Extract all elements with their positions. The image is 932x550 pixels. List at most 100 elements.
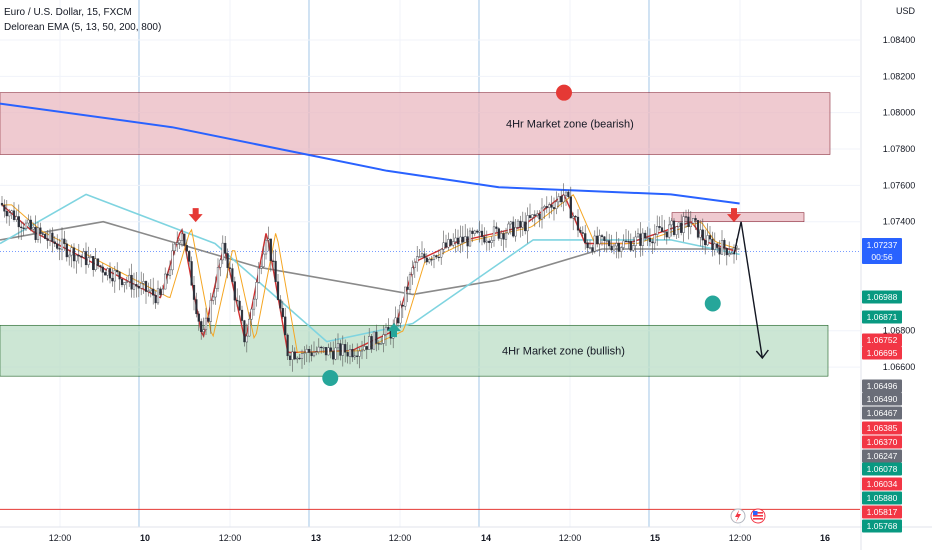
candle-body	[363, 346, 366, 351]
candle-body	[15, 216, 18, 220]
candle-body	[644, 232, 647, 239]
candle-body	[99, 265, 102, 268]
candle-body	[60, 238, 64, 250]
candle-body	[116, 270, 119, 273]
candle-body	[658, 226, 661, 228]
candle-body	[699, 229, 702, 238]
price-badge	[862, 333, 902, 347]
candle-body	[44, 233, 47, 239]
candle-body	[332, 351, 335, 360]
candle-body	[87, 257, 90, 266]
candle-body	[632, 245, 635, 251]
candle-body	[545, 206, 548, 208]
candle-body	[677, 222, 680, 227]
candle-body	[152, 288, 155, 296]
price-badge	[862, 505, 902, 519]
candle-body	[334, 347, 337, 360]
candle-body	[701, 229, 704, 241]
candle-body	[656, 226, 659, 235]
candle-body	[684, 216, 688, 218]
candle-body	[689, 222, 692, 228]
candle-body	[264, 239, 268, 255]
candle-body	[293, 351, 296, 360]
candle-body	[365, 346, 368, 350]
candle-body	[723, 240, 726, 249]
candle-body	[192, 285, 196, 300]
candle-body	[142, 281, 145, 284]
candle-body	[432, 255, 436, 260]
price-badge	[862, 449, 902, 463]
candle-body	[622, 240, 625, 248]
candle-body	[204, 317, 208, 330]
us-flag-icon[interactable]	[750, 508, 766, 524]
candle-body	[466, 236, 469, 247]
candle-body	[24, 222, 28, 230]
candle-body	[509, 221, 512, 225]
candle-body	[687, 216, 690, 228]
candle-body	[248, 318, 251, 337]
candle-body	[327, 347, 330, 356]
candle-body	[706, 235, 709, 246]
candle-body	[17, 216, 20, 228]
candle-body	[615, 243, 618, 247]
candle-body	[92, 256, 95, 271]
candle-body	[137, 286, 140, 289]
x-tick-label: 12:00	[559, 533, 582, 543]
candle-body	[440, 249, 443, 258]
candle-body	[711, 238, 714, 250]
zones: 4Hr Market zone (bearish) 4Hr Market zone…	[0, 92, 831, 377]
candle-body	[123, 282, 126, 286]
candle-body	[32, 226, 35, 230]
candle-body	[252, 298, 256, 310]
candle-body	[80, 255, 83, 258]
candle-body	[488, 240, 491, 243]
candle-body	[202, 329, 205, 332]
candle-body	[58, 248, 61, 250]
y-tick-label: 1.06600	[883, 362, 916, 372]
candle-body	[569, 196, 572, 219]
candle-body	[404, 286, 407, 307]
price-badge	[862, 406, 902, 420]
lightning-icon[interactable]	[730, 508, 746, 524]
candle-body	[660, 227, 664, 232]
candle-body	[8, 212, 11, 217]
candle-body	[305, 348, 308, 353]
candle-body	[144, 281, 148, 292]
candle-body	[730, 253, 733, 255]
candle-body	[572, 215, 575, 219]
candle-body	[188, 251, 191, 262]
candle-body	[401, 304, 404, 307]
candle-body	[329, 347, 332, 352]
ema-line	[0, 220, 740, 296]
candle-body	[492, 226, 496, 241]
candle-body	[533, 214, 536, 216]
market-zone-label: 4Hr Market zone (bullish)	[502, 346, 625, 358]
candle-body	[425, 257, 428, 263]
candle-body	[207, 317, 210, 322]
candle-body	[166, 273, 169, 276]
candle-body	[56, 243, 59, 249]
candle-body	[557, 196, 560, 203]
candle-body	[298, 357, 301, 360]
candle-body	[341, 344, 344, 356]
price-badge	[862, 379, 902, 393]
candle-body	[567, 191, 570, 198]
candle-body	[68, 254, 71, 258]
candle-body	[627, 240, 630, 243]
candle-body	[576, 216, 580, 231]
candle-body	[620, 247, 623, 252]
candle-body	[516, 220, 520, 228]
projection-line	[733, 221, 763, 359]
candle-body	[504, 232, 508, 240]
candle-body	[480, 230, 484, 237]
candle-body	[10, 210, 13, 213]
candle-body	[212, 296, 215, 301]
candle-body	[284, 316, 287, 336]
candle-body	[269, 238, 272, 262]
candle-body	[668, 224, 671, 238]
candle-body	[226, 253, 229, 268]
candle-body	[720, 240, 724, 255]
price-badge-value: 1.06871	[867, 312, 898, 322]
